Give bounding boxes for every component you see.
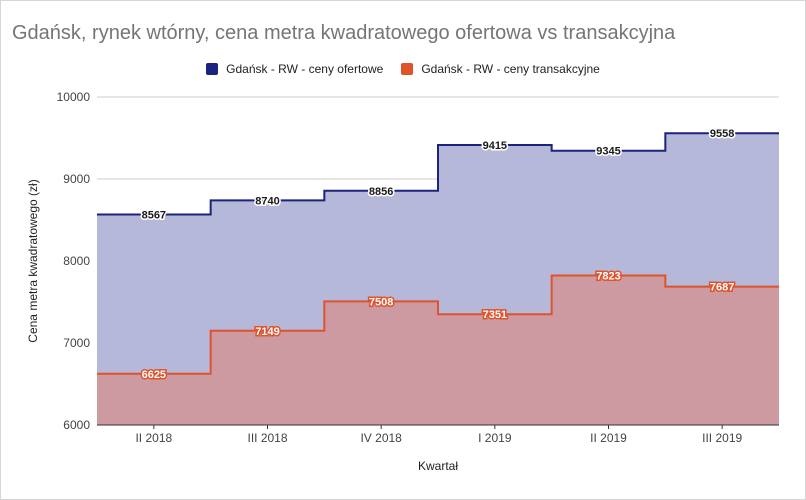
data-label: 7508	[369, 296, 393, 308]
data-label: 7687	[710, 282, 734, 294]
legend-label-offer: Gdańsk - RW - ceny ofertowe	[226, 62, 384, 76]
data-label: 8740	[255, 195, 279, 207]
chart-legend: Gdańsk - RW - ceny ofertowe Gdańsk - RW …	[0, 62, 806, 76]
legend-item-transaction[interactable]: Gdańsk - RW - ceny transakcyjne	[401, 62, 600, 76]
x-tick-label: II 2018	[135, 431, 172, 445]
data-label: 9345	[596, 146, 620, 158]
series-area-1	[97, 275, 779, 425]
legend-label-transaction: Gdańsk - RW - ceny transakcyjne	[421, 62, 600, 76]
data-label: 7149	[255, 326, 279, 338]
y-tick-label: 6000	[63, 418, 90, 432]
data-label: 9558	[710, 128, 734, 140]
x-tick-label: II 2019	[590, 431, 627, 445]
x-axis-title: Kwartał	[418, 459, 458, 473]
data-label: 7351	[483, 309, 507, 321]
data-label: 8856	[369, 186, 393, 198]
legend-swatch-offer	[206, 63, 219, 75]
data-label: 6625	[142, 369, 166, 381]
data-label: 9415	[483, 140, 507, 152]
x-tick-label: III 2019	[702, 431, 742, 445]
y-axis-title: Cena metra kwadratowego (zł)	[26, 179, 40, 342]
chart-title: Gdańsk, rynek wtórny, cena metra kwadrat…	[12, 22, 676, 44]
y-tick-label: 8000	[63, 254, 90, 268]
x-tick-label: IV 2018	[360, 431, 402, 445]
series-line-1	[97, 274, 779, 375]
legend-item-offer[interactable]: Gdańsk - RW - ceny ofertowe	[206, 62, 383, 76]
legend-swatch-transaction	[401, 63, 414, 75]
x-tick-label: I 2019	[478, 431, 512, 445]
y-tick-label: 7000	[63, 336, 90, 350]
data-label: 7823	[596, 271, 620, 283]
x-tick-label: III 2018	[247, 431, 287, 445]
y-tick-label: 10000	[57, 90, 91, 104]
data-label: 8567	[142, 210, 166, 222]
series-line-0	[97, 132, 779, 216]
y-tick-label: 9000	[63, 172, 90, 186]
